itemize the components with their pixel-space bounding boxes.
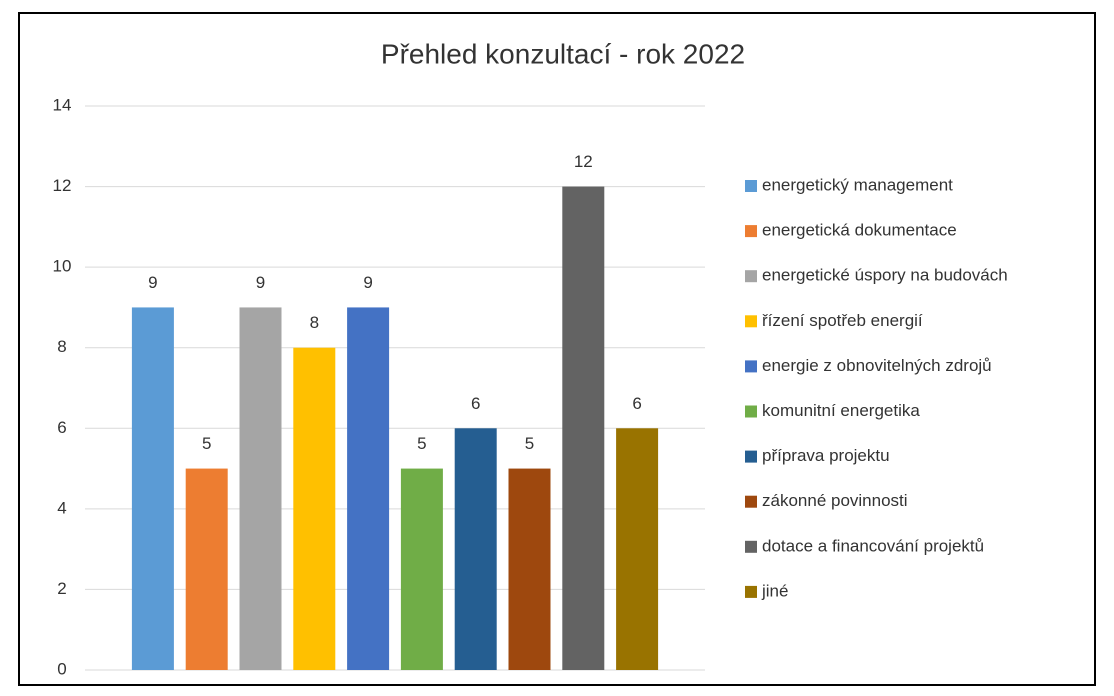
legend-swatch xyxy=(745,405,757,418)
data-label: 6 xyxy=(632,394,641,413)
legend-label: komunitní energetika xyxy=(762,401,920,420)
legend-label: energetické úspory na budovách xyxy=(762,266,1008,285)
bar xyxy=(185,468,228,670)
data-label: 9 xyxy=(256,273,265,292)
y-tick-label: 0 xyxy=(57,659,66,678)
y-tick-label: 2 xyxy=(57,579,66,598)
data-label: 5 xyxy=(202,434,211,453)
y-tick-label: 14 xyxy=(53,95,72,114)
bar xyxy=(400,468,443,670)
bar xyxy=(562,186,605,671)
data-label: 6 xyxy=(471,394,480,413)
y-tick-label: 6 xyxy=(57,418,66,437)
bar xyxy=(293,347,336,670)
legend-swatch xyxy=(745,360,757,373)
legend-swatch xyxy=(745,225,757,238)
legend-label: zákonné povinnosti xyxy=(762,491,908,510)
legend-label: řízení spotřeb energií xyxy=(762,311,923,330)
y-tick-label: 12 xyxy=(53,176,72,195)
legend-swatch xyxy=(745,495,757,508)
chart-title: Přehled konzultací - rok 2022 xyxy=(381,38,745,69)
bar xyxy=(454,428,497,670)
legend-label: jiné xyxy=(761,581,788,600)
data-label: 9 xyxy=(148,273,157,292)
y-tick-label: 4 xyxy=(57,498,66,517)
y-tick-label: 8 xyxy=(57,337,66,356)
legend-label: energetická dokumentace xyxy=(762,221,957,240)
legend-swatch xyxy=(745,180,757,192)
bar xyxy=(616,428,659,670)
data-label: 5 xyxy=(525,434,534,453)
bar xyxy=(239,307,282,670)
data-label: 9 xyxy=(363,273,372,292)
legend-label: energetický management xyxy=(762,175,953,194)
legend-swatch xyxy=(745,450,757,463)
bar xyxy=(131,307,174,670)
legend-swatch xyxy=(745,315,757,328)
legend-label: dotace a financování projektů xyxy=(762,536,984,555)
legend-swatch xyxy=(745,540,757,553)
legend-label: energie z obnovitelných zdrojů xyxy=(762,356,992,375)
data-label: 12 xyxy=(574,152,593,171)
bar xyxy=(508,468,551,670)
chart-border xyxy=(18,12,1096,686)
legend-swatch xyxy=(745,585,757,598)
legend-swatch xyxy=(745,270,757,283)
data-label: 8 xyxy=(310,313,319,332)
y-tick-label: 10 xyxy=(53,257,72,276)
legend-label: příprava projektu xyxy=(762,446,890,465)
bar xyxy=(347,307,390,670)
data-label: 5 xyxy=(417,434,426,453)
